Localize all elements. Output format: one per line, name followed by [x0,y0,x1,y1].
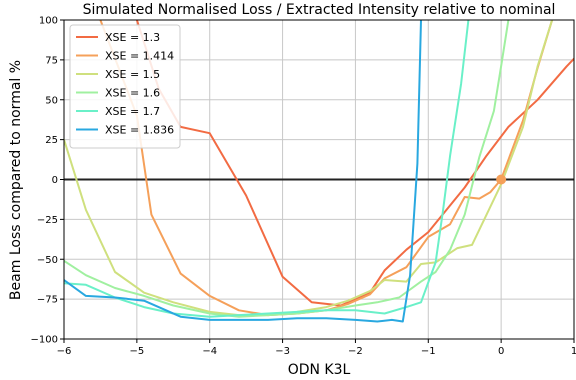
x-tick-label: 0 [498,346,504,357]
y-tick-label: 50 [45,95,58,106]
y-tick-label: 0 [52,175,58,186]
legend: XSE = 1.3 XSE = 1.414 XSE = 1.5 XSE = 1.6 XS… [69,24,181,149]
legend-label-1: XSE = 1.414 [105,50,174,63]
series-line-5 [64,20,422,323]
y-tick-label: 75 [45,55,58,66]
nominal-point-marker [496,174,507,185]
x-tick-label: −3 [275,346,290,357]
y-tick-label: −50 [37,255,58,266]
series-line-2 [64,20,554,317]
x-tick-label: 1 [571,346,576,357]
series-line-4 [64,20,470,318]
y-axis-title: Beam Loss compared to normal % [8,60,24,300]
y-tick-label: 25 [45,135,58,146]
x-tick-label: −6 [57,346,72,357]
legend-label-4: XSE = 1.7 [105,105,160,118]
legend-label-2: XSE = 1.5 [105,68,160,81]
x-tick-label: −1 [421,346,436,357]
x-axis-title: ODN K3L [288,362,351,378]
y-tick-label: −25 [37,215,58,226]
x-tick-label: −2 [348,346,363,357]
legend-label-3: XSE = 1.6 [105,87,160,100]
y-tick-label: 100 [39,16,58,27]
x-tick-label: −4 [202,346,217,357]
series-line-0 [135,20,574,307]
x-axis-ticks: −6 −5 −4 −3 −2 −1 0 1 [57,339,576,357]
y-axis-ticks: −100 −75 −50 −25 0 25 50 75 100 [31,16,64,346]
series-line-3 [64,20,510,318]
legend-label-5: XSE = 1.836 [105,124,174,137]
series-lines [64,20,574,323]
y-tick-label: −100 [31,335,58,346]
highlight-marker [496,174,507,185]
legend-label-0: XSE = 1.3 [105,31,160,44]
y-tick-label: −75 [37,295,58,306]
x-tick-label: −5 [129,346,144,357]
chart-title: Simulated Normalised Loss / Extracted In… [83,2,556,18]
